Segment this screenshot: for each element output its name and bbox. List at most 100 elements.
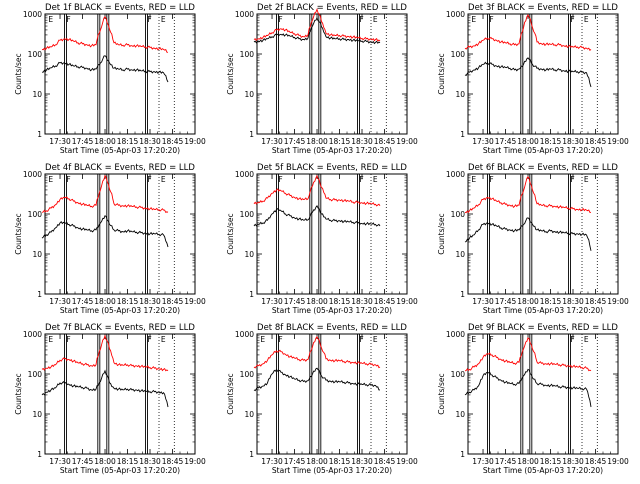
flag-letter: E: [471, 175, 476, 184]
flag-letter: E: [584, 335, 589, 344]
x-axis-label: Start Time (05-Apr-03 17:20:20): [60, 146, 180, 155]
flag-letter: F: [570, 175, 574, 184]
panel-3: Det 3f BLACK = Events, RED = LLD 1 10 100 10…: [437, 3, 629, 155]
flag-letter: E: [48, 175, 53, 184]
flag-letter: F: [147, 15, 151, 24]
y-tick-label: 100: [28, 370, 43, 379]
x-tick-label: 19:00: [184, 297, 206, 306]
flag-letter: F: [278, 15, 282, 24]
x-tick-label: 18:30: [562, 457, 584, 466]
y-tick-label: 1000: [235, 10, 254, 19]
flag-letter: E: [48, 15, 53, 24]
lld-series-line: [41, 16, 169, 53]
flag-letter: E: [161, 175, 166, 184]
x-axis-label: Start Time (05-Apr-03 17:20:20): [60, 466, 180, 475]
y-tick-label: 1: [37, 130, 42, 139]
panel-title: Det 9f BLACK = Events, RED = LLD: [468, 323, 618, 333]
x-tick-label: 17:30: [472, 297, 494, 306]
panel-7: Det 7f BLACK = Events, RED = LLD 1 10 100 10…: [14, 323, 206, 475]
lld-series-line: [253, 174, 381, 207]
x-tick-label: 19:00: [184, 137, 206, 146]
x-tick-label: 17:30: [261, 297, 283, 306]
x-tick-label: 18:00: [306, 297, 328, 306]
plot-frame: [467, 173, 619, 295]
flag-letter: F: [66, 15, 70, 24]
x-tick-label: 18:00: [94, 297, 116, 306]
flag-letter: E: [161, 335, 166, 344]
x-tick-label: 18:45: [585, 137, 607, 146]
plot-frame: [44, 333, 196, 455]
lld-series-line: [464, 13, 592, 51]
x-tick-label: 18:00: [517, 137, 539, 146]
flag-letter: E: [373, 175, 378, 184]
x-axis-label: Start Time (05-Apr-03 17:20:20): [272, 306, 392, 315]
y-tick-label: 100: [451, 50, 466, 59]
y-axis-label: Counts/sec: [437, 213, 446, 254]
y-axis-label: Counts/sec: [437, 373, 446, 414]
y-axis-label: Counts/sec: [437, 53, 446, 94]
x-tick-label: 18:30: [351, 137, 373, 146]
y-axis-label: Counts/sec: [226, 213, 235, 254]
y-tick-label: 1000: [23, 10, 42, 19]
flag-letter: E: [471, 335, 476, 344]
y-tick-label: 100: [240, 210, 255, 219]
flag-letter: F: [66, 175, 70, 184]
y-tick-label: 10: [32, 410, 42, 419]
panel-8: Det 8f BLACK = Events, RED = LLD 1 10 100 10…: [226, 323, 418, 475]
flag-letter: F: [278, 175, 282, 184]
panel-1: Det 1f BLACK = Events, RED = LLD 1 10 100 10…: [14, 3, 206, 155]
x-tick-label: 18:00: [94, 137, 116, 146]
lld-series-line: [41, 174, 169, 214]
flag-letter: E: [373, 335, 378, 344]
x-tick-label: 18:30: [139, 457, 161, 466]
x-tick-label: 17:30: [472, 137, 494, 146]
x-tick-label: 17:45: [495, 137, 517, 146]
y-tick-label: 1000: [23, 170, 42, 179]
events-series-line: [464, 57, 592, 88]
x-tick-label: 17:45: [495, 297, 517, 306]
flag-letter: F: [278, 335, 282, 344]
panel-title: Det 7f BLACK = Events, RED = LLD: [45, 323, 195, 333]
flag-letter: F: [359, 175, 363, 184]
x-tick-label: 19:00: [607, 137, 629, 146]
y-tick-label: 1000: [235, 330, 254, 339]
y-tick-label: 10: [455, 90, 465, 99]
y-tick-label: 1: [460, 450, 465, 459]
x-tick-label: 17:45: [495, 457, 517, 466]
x-tick-label: 18:15: [329, 457, 351, 466]
y-tick-label: 1000: [235, 170, 254, 179]
panel-title: Det 3f BLACK = Events, RED = LLD: [468, 3, 618, 13]
x-tick-label: 18:15: [329, 297, 351, 306]
x-tick-label: 18:30: [139, 297, 161, 306]
x-tick-label: 19:00: [607, 457, 629, 466]
x-tick-label: 17:30: [49, 457, 71, 466]
x-tick-label: 17:30: [472, 457, 494, 466]
x-tick-label: 18:00: [94, 457, 116, 466]
y-tick-label: 100: [28, 50, 43, 59]
y-axis-label: Counts/sec: [14, 373, 23, 414]
panel-9: Det 9f BLACK = Events, RED = LLD 1 10 100 10…: [437, 323, 629, 475]
x-tick-label: 19:00: [396, 137, 418, 146]
events-series-line: [253, 367, 380, 392]
x-tick-label: 18:15: [540, 137, 562, 146]
x-axis-label: Start Time (05-Apr-03 17:20:20): [272, 466, 392, 475]
lld-series-line: [253, 8, 381, 42]
x-tick-label: 18:45: [374, 137, 396, 146]
events-series-line: [41, 215, 169, 248]
x-tick-label: 18:45: [162, 457, 184, 466]
flag-letter: F: [489, 175, 493, 184]
x-tick-label: 17:45: [284, 137, 306, 146]
x-tick-label: 18:00: [306, 457, 328, 466]
panel-title: Det 1f BLACK = Events, RED = LLD: [45, 3, 195, 13]
y-axis-label: Counts/sec: [226, 373, 235, 414]
y-tick-label: 100: [240, 50, 255, 59]
flag-letter: F: [570, 15, 574, 24]
x-axis-label: Start Time (05-Apr-03 17:20:20): [483, 466, 603, 475]
panel-4: Det 4f BLACK = Events, RED = LLD 1 10 100 10…: [14, 163, 206, 315]
x-tick-label: 18:30: [351, 297, 373, 306]
x-tick-label: 18:30: [562, 137, 584, 146]
x-tick-label: 17:30: [261, 137, 283, 146]
x-tick-label: 17:30: [49, 137, 71, 146]
